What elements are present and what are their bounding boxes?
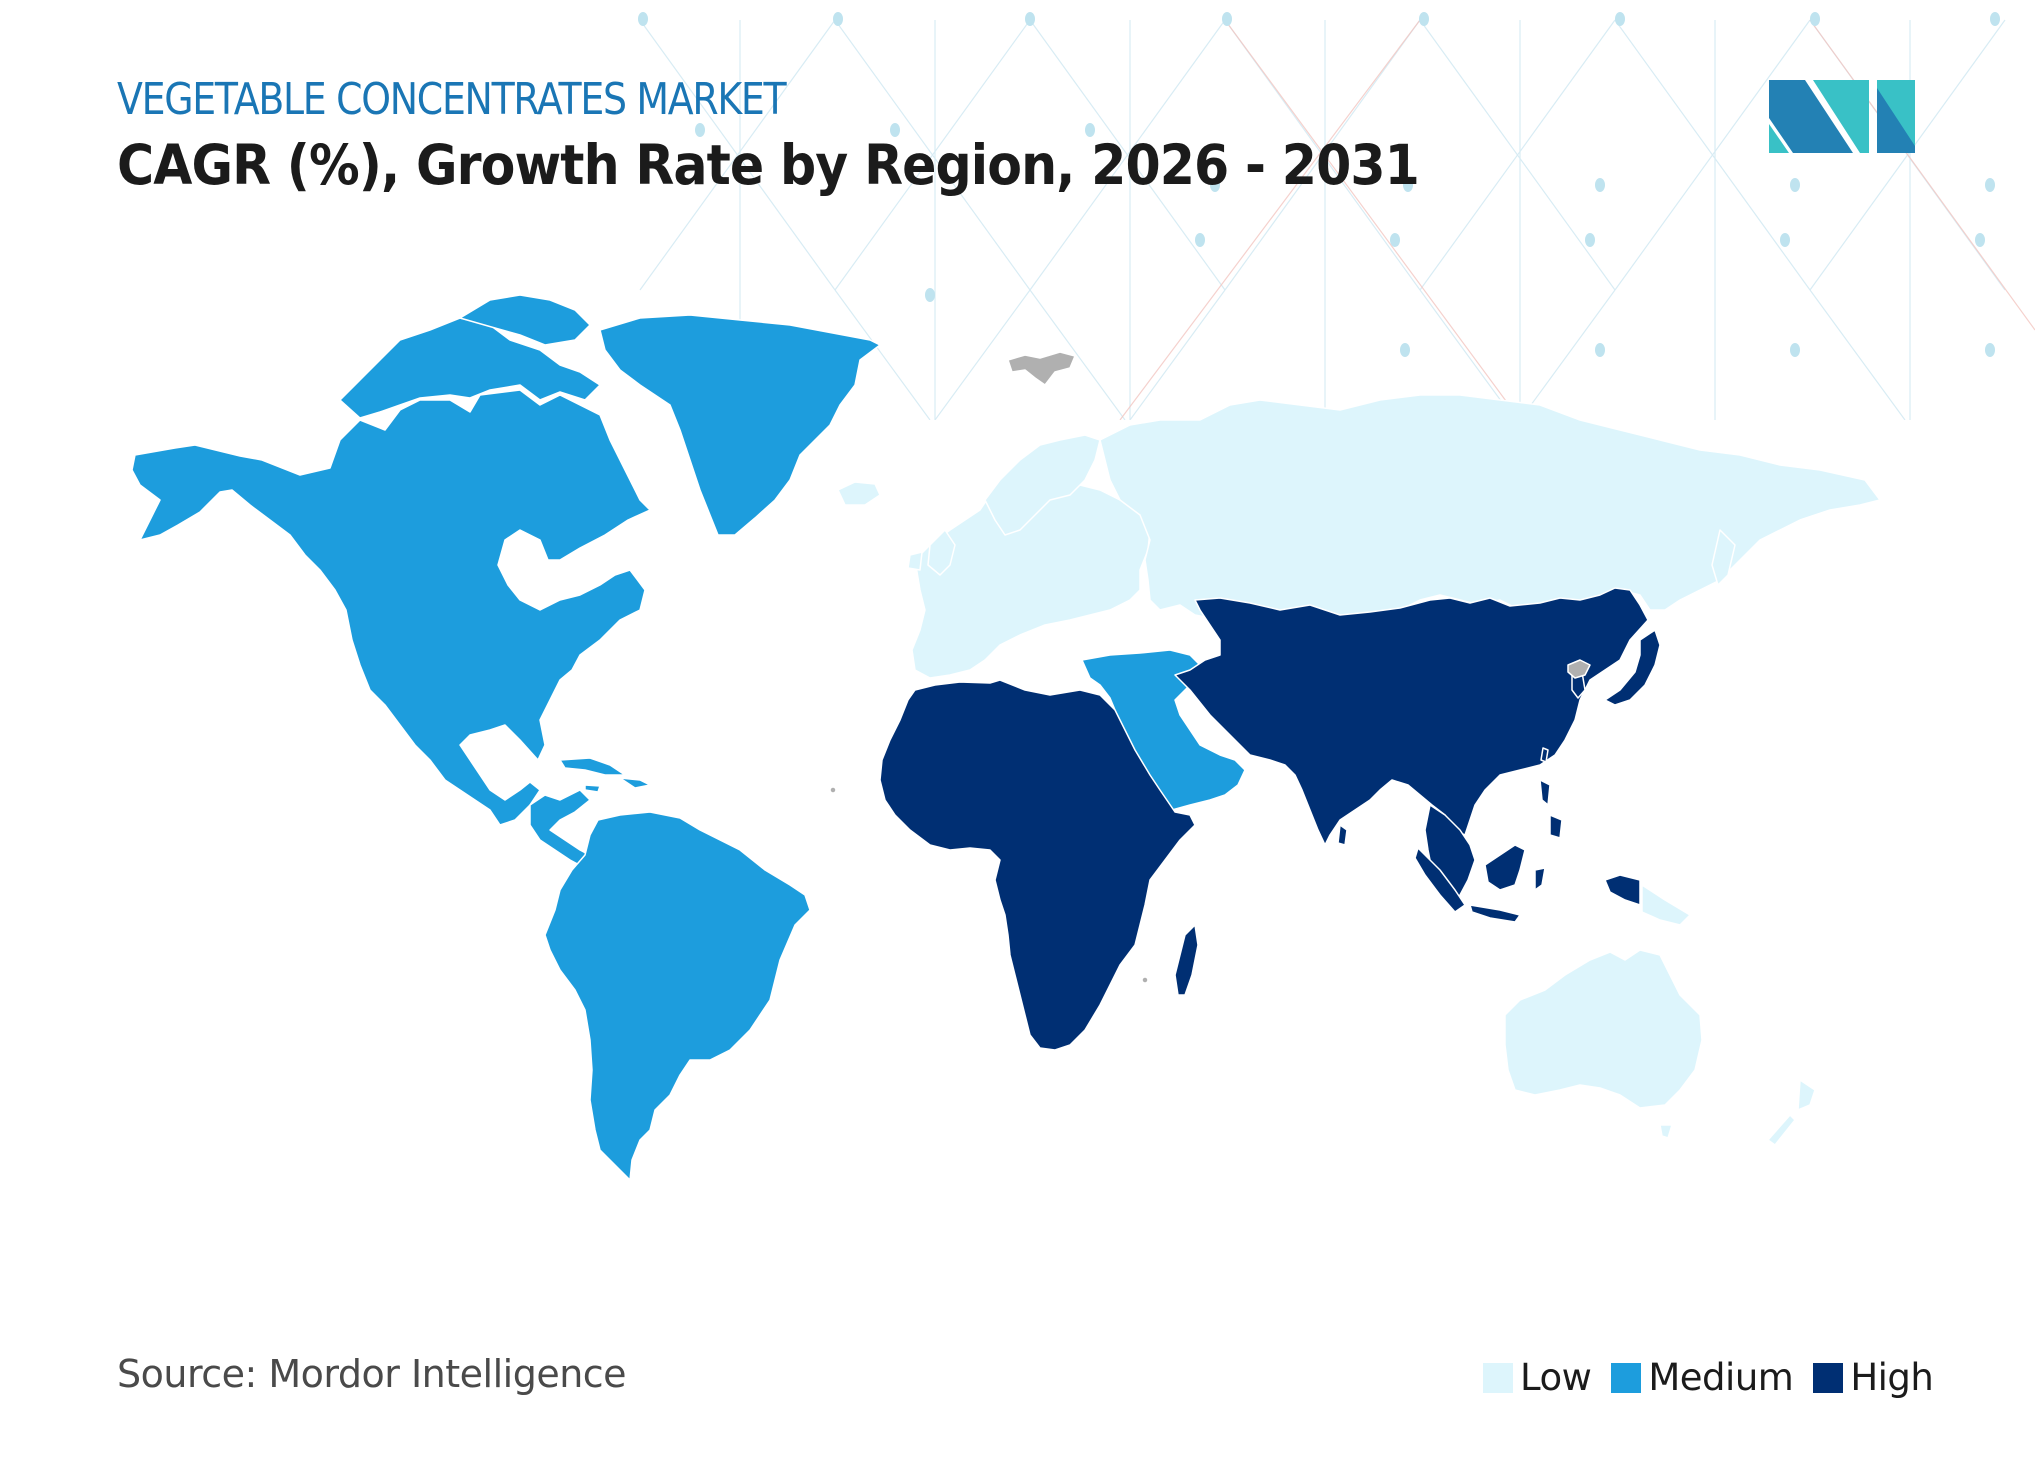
chart-title: CAGR (%), Growth Rate by Region, 2026 - … [117, 133, 1420, 197]
region-africa [879, 679, 1196, 1051]
region-borneo [1484, 844, 1526, 891]
region-philippines [1539, 779, 1563, 839]
region-japan [1604, 629, 1661, 706]
legend-swatch-low [1483, 1362, 1513, 1393]
map-legend: Low Medium High [1483, 1356, 1934, 1399]
legend-label-low: Low [1520, 1356, 1592, 1399]
chart-subtitle: VEGETABLE CONCENTRATES MARKET [117, 74, 787, 125]
legend-item-low: Low [1483, 1356, 1592, 1399]
region-asia-high [1174, 587, 1649, 846]
region-south-america [544, 811, 811, 1181]
region-australia [1504, 949, 1703, 1109]
region-sri-lanka [1337, 824, 1348, 846]
region-tasmania [1659, 1124, 1673, 1139]
region-new-zealand [1767, 1079, 1816, 1146]
source-label: Source: Mordor Intelligence [117, 1352, 627, 1396]
region-arctic-islands [339, 317, 601, 419]
region-scandinavia [984, 434, 1101, 536]
region-russia-far-east [1711, 529, 1736, 586]
background-network-pattern [638, 12, 2035, 420]
region-north-america [131, 389, 651, 826]
legend-swatch-high [1813, 1362, 1844, 1393]
region-indian-ocean-islands [1141, 976, 1149, 984]
legend-swatch-medium [1611, 1362, 1642, 1393]
legend-item-medium: Medium [1611, 1356, 1794, 1399]
region-iceland [837, 481, 881, 506]
region-svalbard [1007, 351, 1076, 386]
region-taiwan [1540, 747, 1549, 763]
legend-item-high: High [1813, 1356, 1934, 1399]
region-madagascar [1174, 924, 1199, 996]
region-arctic-islands-north [459, 294, 591, 346]
mordor-intelligence-logo-icon [1769, 80, 1915, 153]
legend-label-high: High [1850, 1356, 1934, 1399]
region-north-korea [1567, 659, 1591, 679]
region-papua-new-guinea [1641, 884, 1691, 926]
region-russia [1099, 394, 1881, 626]
region-caribbean [559, 757, 651, 793]
region-indonesia-east [1534, 867, 1641, 906]
region-uk-ireland [907, 529, 956, 576]
region-greenland [599, 314, 881, 536]
region-atlantic-islands [829, 786, 837, 794]
chart-header: VEGETABLE CONCENTRATES MARKET CAGR (%), … [117, 74, 1532, 197]
legend-label-medium: Medium [1648, 1356, 1794, 1399]
region-indonesia-west [1414, 847, 1521, 923]
